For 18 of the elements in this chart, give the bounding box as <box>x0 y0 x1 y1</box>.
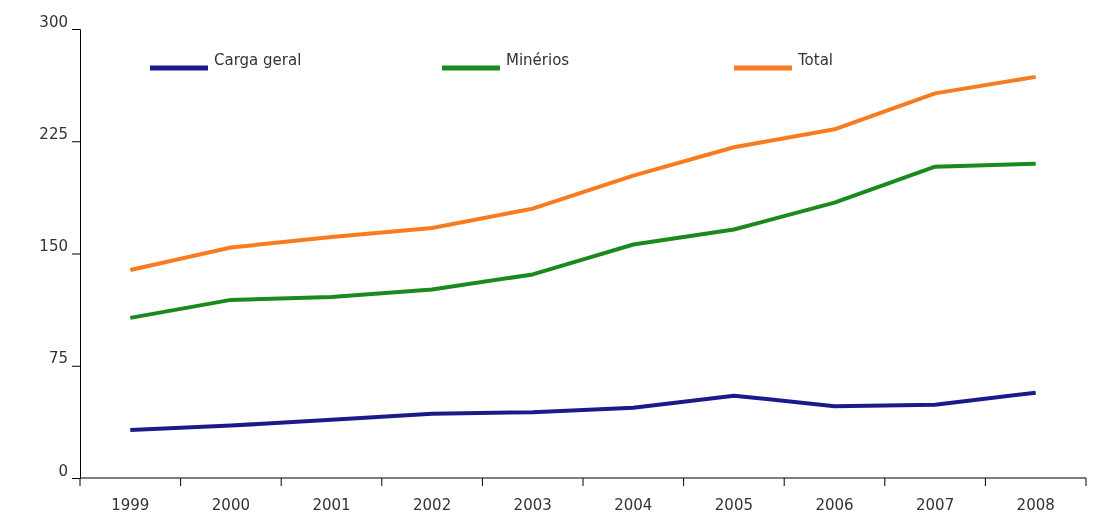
x-tick-label: 2008 <box>1016 496 1055 514</box>
x-tick-label: 2004 <box>614 496 653 514</box>
x-tick-label: 2006 <box>815 496 854 514</box>
x-tick-label: 2002 <box>413 496 452 514</box>
legend-label: Carga geral <box>214 51 302 69</box>
x-tick-label: 2007 <box>916 496 955 514</box>
y-tick-label: 225 <box>39 124 68 143</box>
legend-label: Minérios <box>506 51 570 69</box>
x-tick-label: 2000 <box>211 496 250 514</box>
x-tick-label: 2001 <box>312 496 351 514</box>
x-tick-label: 1999 <box>111 496 150 514</box>
legend-label: Total <box>797 51 834 69</box>
y-tick-label: 75 <box>48 349 68 368</box>
y-tick-label: 0 <box>58 461 68 480</box>
y-tick-label: 300 <box>39 12 68 31</box>
y-tick-label: 150 <box>39 237 68 255</box>
x-tick-label: 2003 <box>513 496 552 514</box>
x-tick-label: 2005 <box>714 496 753 514</box>
